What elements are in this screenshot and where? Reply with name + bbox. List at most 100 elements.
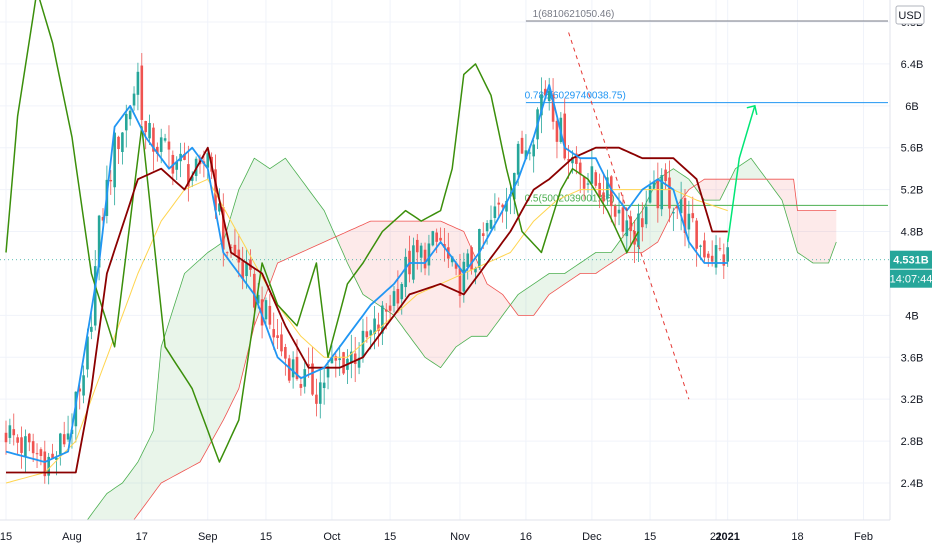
candle[interactable] bbox=[16, 434, 19, 456]
candle[interactable] bbox=[474, 266, 477, 285]
drawings[interactable] bbox=[0, 32, 890, 400]
candle[interactable] bbox=[31, 433, 35, 462]
candle[interactable] bbox=[718, 237, 722, 252]
trend-diagonal-dashed[interactable] bbox=[568, 32, 690, 400]
candle[interactable] bbox=[629, 210, 632, 246]
candle[interactable] bbox=[221, 193, 225, 267]
candle[interactable] bbox=[532, 139, 535, 173]
candlesticks[interactable] bbox=[4, 53, 729, 485]
candle[interactable] bbox=[594, 169, 598, 189]
candle[interactable] bbox=[419, 242, 423, 273]
candle[interactable] bbox=[276, 318, 279, 349]
candle[interactable] bbox=[439, 227, 442, 244]
candle[interactable] bbox=[641, 202, 644, 242]
candle[interactable] bbox=[206, 149, 210, 181]
candle[interactable] bbox=[365, 316, 369, 343]
candle[interactable] bbox=[485, 220, 489, 245]
candle[interactable] bbox=[555, 118, 559, 159]
fibonacci-levels[interactable]: 1(6810621050.46) 0.786(6029740038.75) 0.5(… bbox=[525, 9, 888, 206]
candle[interactable] bbox=[706, 251, 710, 267]
candle[interactable] bbox=[24, 429, 27, 473]
candle[interactable] bbox=[505, 187, 508, 229]
candle[interactable] bbox=[466, 249, 470, 280]
candle[interactable] bbox=[590, 148, 594, 202]
candle[interactable] bbox=[606, 169, 609, 206]
projection-arrow[interactable] bbox=[726, 105, 756, 243]
candle[interactable] bbox=[113, 126, 116, 206]
candle[interactable] bbox=[613, 203, 617, 227]
candle[interactable] bbox=[140, 53, 144, 133]
candle[interactable] bbox=[148, 114, 151, 146]
candle[interactable] bbox=[609, 175, 613, 223]
candle[interactable] bbox=[59, 432, 62, 466]
candle[interactable] bbox=[722, 243, 726, 279]
candle[interactable] bbox=[714, 235, 718, 275]
candle[interactable] bbox=[132, 86, 136, 111]
candle[interactable] bbox=[78, 385, 82, 410]
candle[interactable] bbox=[660, 168, 664, 217]
candle[interactable] bbox=[338, 345, 341, 376]
candle[interactable] bbox=[392, 286, 396, 313]
candle[interactable] bbox=[602, 174, 605, 215]
candle[interactable] bbox=[497, 197, 501, 219]
candle[interactable] bbox=[280, 322, 283, 357]
candle[interactable] bbox=[625, 211, 629, 254]
candle[interactable] bbox=[163, 133, 167, 143]
candle[interactable] bbox=[307, 347, 310, 378]
candle[interactable] bbox=[582, 175, 586, 200]
candle[interactable] bbox=[501, 203, 504, 223]
candle[interactable] bbox=[121, 132, 124, 165]
candle[interactable] bbox=[311, 346, 314, 396]
candle[interactable] bbox=[326, 360, 330, 390]
candle[interactable] bbox=[82, 365, 85, 404]
candle[interactable] bbox=[520, 130, 524, 154]
candle[interactable] bbox=[264, 297, 268, 325]
candle[interactable] bbox=[233, 227, 237, 255]
candle[interactable] bbox=[691, 196, 695, 223]
candle[interactable] bbox=[97, 214, 101, 281]
candle[interactable] bbox=[268, 294, 272, 330]
candle[interactable] bbox=[404, 248, 407, 298]
candle[interactable] bbox=[668, 160, 671, 223]
candle[interactable] bbox=[563, 98, 567, 161]
currency-box[interactable]: USD bbox=[895, 5, 925, 25]
candle[interactable] bbox=[544, 80, 547, 96]
candle[interactable] bbox=[679, 181, 683, 231]
candle[interactable] bbox=[644, 190, 648, 229]
candle[interactable] bbox=[109, 170, 113, 195]
candle[interactable] bbox=[318, 369, 322, 419]
candle[interactable] bbox=[291, 351, 295, 389]
candle[interactable] bbox=[66, 415, 70, 442]
candle[interactable] bbox=[237, 234, 241, 278]
candle[interactable] bbox=[90, 312, 93, 340]
candle[interactable] bbox=[489, 205, 493, 230]
candle[interactable] bbox=[315, 378, 318, 417]
candle[interactable] bbox=[381, 301, 384, 346]
candle[interactable] bbox=[540, 77, 543, 134]
candle[interactable] bbox=[241, 246, 244, 290]
candle[interactable] bbox=[578, 158, 582, 194]
candle[interactable] bbox=[330, 344, 334, 364]
candle[interactable] bbox=[128, 108, 132, 126]
candle[interactable] bbox=[183, 142, 186, 161]
candle[interactable] bbox=[672, 207, 675, 231]
candle[interactable] bbox=[284, 343, 287, 376]
candle[interactable] bbox=[423, 242, 427, 276]
candle[interactable] bbox=[431, 230, 435, 247]
candle[interactable] bbox=[144, 120, 147, 150]
candle[interactable] bbox=[27, 432, 31, 452]
candle[interactable] bbox=[388, 294, 392, 322]
candle[interactable] bbox=[245, 249, 248, 289]
candle[interactable] bbox=[353, 336, 357, 383]
candle[interactable] bbox=[575, 146, 578, 175]
candle[interactable] bbox=[435, 228, 438, 254]
candle[interactable] bbox=[322, 366, 326, 405]
candle[interactable] bbox=[400, 282, 404, 315]
candle[interactable] bbox=[187, 145, 190, 202]
candle[interactable] bbox=[617, 192, 621, 226]
candle[interactable] bbox=[175, 156, 179, 181]
candle[interactable] bbox=[458, 254, 462, 308]
candle[interactable] bbox=[656, 162, 660, 223]
